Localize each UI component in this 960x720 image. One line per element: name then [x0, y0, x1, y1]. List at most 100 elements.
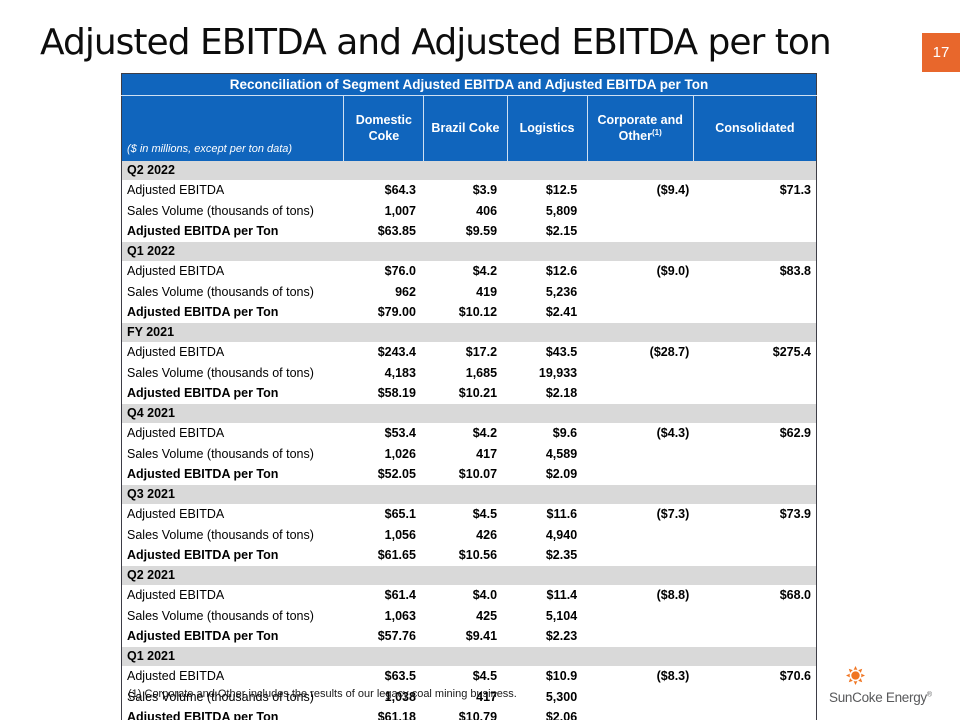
cell-value: ($9.0)	[656, 263, 690, 278]
cell-value: 1,026	[384, 446, 416, 461]
company-logo: SunCoke Energy®	[829, 666, 947, 710]
cell-value	[587, 545, 693, 566]
cell-value: $10.9	[545, 668, 578, 683]
cell-value: $73.9	[779, 506, 811, 521]
cell-value: 1,063	[384, 608, 416, 623]
period-row: Q1 2021	[121, 647, 817, 666]
cell-value: $58.19	[377, 386, 416, 401]
cell-value	[693, 221, 816, 242]
column-header-consolidated: Consolidated	[692, 95, 817, 161]
cell-value: $79.00	[377, 305, 416, 320]
cell-value: 1,007	[384, 203, 416, 218]
row-label: Sales Volume (thousands of tons)	[127, 608, 314, 623]
data-row: Sales Volume (thousands of tons) 962 419 5,…	[122, 282, 817, 303]
period-row: Q4 2021	[121, 404, 817, 423]
cell-value: 1,038	[384, 689, 416, 704]
cell-value	[693, 687, 816, 708]
cell-value: 1,056	[384, 527, 416, 542]
cell-value: ($4.3)	[656, 425, 690, 440]
data-row: Adjusted EBITDA per Ton $61.18 $10.79 $2.06	[122, 707, 817, 720]
cell-value: $61.4	[384, 587, 416, 602]
table-body: Q2 2022 Adjusted EBITDA $64.3 $3.9 $12.5 ($9.…	[121, 161, 817, 720]
data-row: Adjusted EBITDA $64.3 $3.9 $12.5 ($9.4) $71.3	[122, 180, 817, 201]
cell-value: $11.4	[546, 587, 578, 602]
registered-mark: ®	[926, 691, 932, 699]
cell-value	[587, 707, 693, 720]
data-row: Adjusted EBITDA $53.4 $4.2 $9.6 ($4.3) $62.9	[122, 423, 817, 444]
data-row: Adjusted EBITDA $65.1 $4.5 $11.6 ($7.3) $73.9	[122, 504, 817, 525]
cell-value: $43.5	[545, 344, 578, 359]
period-label: Q2 2021	[121, 566, 817, 585]
cell-value: $2.41	[545, 305, 578, 320]
row-label: Sales Volume (thousands of tons)	[127, 284, 314, 299]
cell-value	[587, 464, 693, 485]
cell-value: 425	[476, 608, 498, 623]
cell-value: $9.41	[465, 629, 498, 644]
column-header-logistics: Logistics	[506, 95, 588, 161]
cell-value	[587, 687, 693, 708]
row-label: Adjusted EBITDA	[127, 506, 225, 521]
period-row: FY 2021	[121, 323, 817, 342]
cell-value: 417	[476, 446, 498, 461]
data-row: Adjusted EBITDA $63.5 $4.5 $10.9 ($8.3) $70.6	[122, 666, 817, 687]
cell-value: $53.4	[384, 425, 416, 440]
cell-value: $65.1	[384, 506, 416, 521]
cell-value	[693, 464, 816, 485]
logo-text: SunCoke Energy®	[829, 690, 932, 705]
cell-value: 1,685	[465, 365, 498, 380]
period-label: FY 2021	[121, 323, 817, 342]
cell-value: $4.0	[472, 587, 498, 602]
cell-value	[693, 302, 816, 323]
cell-value: $17.2	[465, 344, 498, 359]
cell-value: 4,183	[384, 365, 416, 380]
row-label: Sales Volume (thousands of tons)	[127, 203, 314, 218]
row-label: Adjusted EBITDA	[127, 263, 225, 278]
cell-value: 426	[476, 527, 498, 542]
period-label: Q2 2022	[121, 161, 817, 180]
data-row: Sales Volume (thousands of tons) 1,007 406…	[122, 201, 817, 222]
reconciliation-table: Reconciliation of Segment Adjusted EBITD…	[121, 73, 817, 720]
row-label: Adjusted EBITDA	[127, 668, 225, 683]
cell-value: $62.9	[779, 425, 811, 440]
cell-value	[587, 444, 693, 465]
row-label: Adjusted EBITDA per Ton	[127, 224, 279, 239]
page-number: 17	[932, 44, 950, 61]
cell-value: $9.59	[465, 224, 498, 239]
cell-value	[587, 606, 693, 627]
cell-value: $70.6	[779, 668, 811, 683]
cell-value: ($8.3)	[656, 668, 690, 683]
cell-value: $12.6	[545, 263, 578, 278]
cell-value: $52.05	[377, 467, 416, 482]
data-row: Adjusted EBITDA per Ton $61.65 $10.56 $2.35	[122, 545, 817, 566]
data-row: Adjusted EBITDA $76.0 $4.2 $12.6 ($9.0) $83.8	[122, 261, 817, 282]
cell-value: $2.06	[545, 710, 578, 720]
cell-value	[693, 383, 816, 404]
data-row: Adjusted EBITDA per Ton $57.76 $9.41 $2.23	[122, 626, 817, 647]
row-label: Sales Volume (thousands of tons)	[127, 365, 314, 380]
data-row: Sales Volume (thousands of tons) 1,026 417…	[122, 444, 817, 465]
period-row: Q3 2021	[121, 485, 817, 504]
column-header-row: ($ in millions, except per ton data) Dom…	[121, 95, 817, 161]
row-label: Adjusted EBITDA per Ton	[127, 710, 279, 720]
cell-value	[693, 363, 816, 384]
reconciliation-table-container: Reconciliation of Segment Adjusted EBITD…	[121, 73, 817, 720]
cell-value	[587, 302, 693, 323]
data-row: Adjusted EBITDA $243.4 $17.2 $43.5 ($28.7) $2…	[122, 342, 817, 363]
cell-value: $2.09	[545, 467, 578, 482]
footnote: (1) Corporate and Other includes the res…	[128, 688, 517, 700]
cell-value: $12.5	[545, 182, 578, 197]
data-row: Sales Volume (thousands of tons) 1,038 417…	[122, 687, 817, 708]
cell-value	[587, 525, 693, 546]
cell-value: $10.79	[458, 710, 498, 720]
period-row: Q2 2021	[121, 566, 817, 585]
cell-value: $10.07	[458, 467, 498, 482]
table-title: Reconciliation of Segment Adjusted EBITD…	[121, 73, 817, 96]
cell-value	[693, 606, 816, 627]
cell-value: $3.9	[472, 182, 498, 197]
row-label: Adjusted EBITDA	[127, 425, 225, 440]
row-label: Sales Volume (thousands of tons)	[127, 446, 314, 461]
data-row: Adjusted EBITDA per Ton $52.05 $10.07 $2.09	[122, 464, 817, 485]
cell-value: $2.35	[545, 548, 578, 563]
cell-value: 419	[476, 284, 498, 299]
period-label: Q1 2021	[121, 647, 817, 666]
